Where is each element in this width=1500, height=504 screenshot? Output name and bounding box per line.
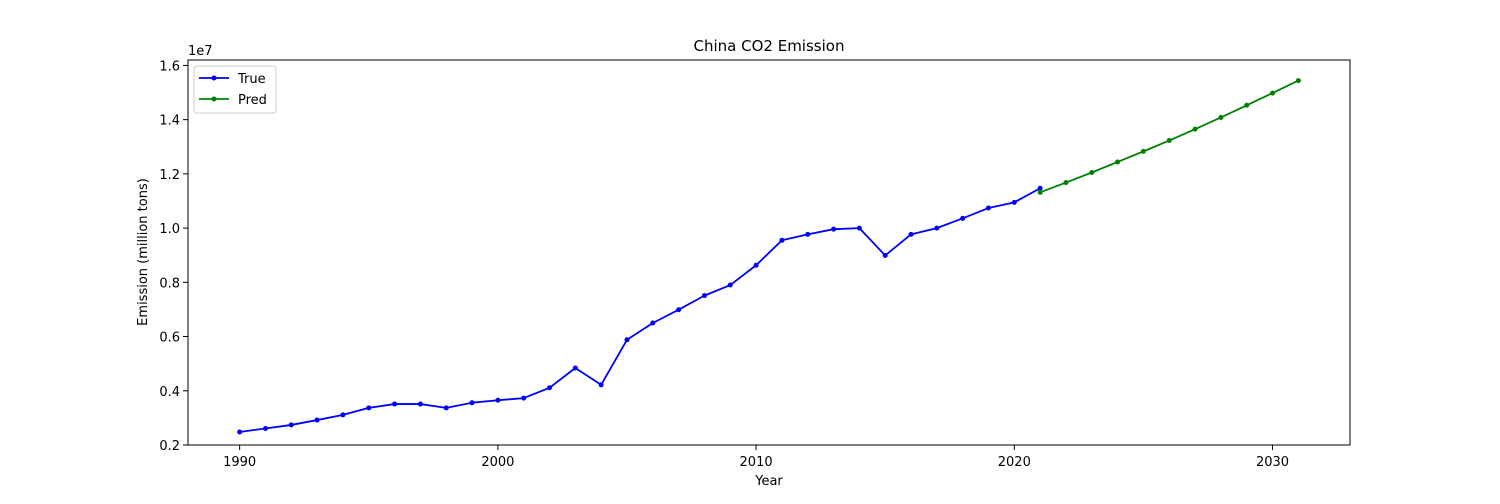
legend-pred-label: Pred	[238, 93, 267, 108]
data-point-true	[1037, 185, 1043, 191]
data-point-true	[469, 400, 475, 406]
data-point-true	[985, 205, 991, 211]
data-point-true	[882, 252, 888, 258]
data-point-pred	[1192, 126, 1198, 132]
x-tick-label: 2000	[481, 455, 514, 470]
y-axis-offset-label: 1e7	[188, 44, 213, 59]
x-tick-label: 2010	[740, 455, 773, 470]
data-point-pred	[1115, 159, 1121, 165]
data-point-true	[572, 365, 578, 371]
data-point-pred	[1295, 78, 1301, 84]
data-point-true	[521, 395, 527, 401]
y-tick-label: 0.6	[159, 331, 180, 346]
data-point-true	[340, 412, 346, 418]
y-tick-label: 1.4	[159, 114, 180, 129]
legend-true-label: True	[237, 72, 266, 87]
data-point-true	[805, 231, 811, 237]
data-point-true	[676, 307, 682, 313]
data-point-pred	[1270, 90, 1276, 96]
legend-pred-marker	[211, 96, 217, 102]
data-point-true	[288, 422, 294, 428]
data-point-true	[314, 417, 320, 423]
data-point-true	[366, 405, 372, 411]
y-axis-ticks: 0.2 0.4 0.6 0.8 1.0 1.2 1.4 1.6	[159, 59, 188, 454]
data-point-pred	[1037, 189, 1043, 195]
data-point-true	[598, 382, 604, 388]
x-axis-label: Year	[754, 474, 783, 489]
data-point-true	[417, 401, 423, 407]
data-point-true	[495, 397, 501, 403]
data-point-true	[624, 337, 630, 343]
data-point-true	[1011, 199, 1017, 205]
y-tick-label: 0.2	[159, 439, 180, 454]
y-tick-label: 1.2	[159, 168, 180, 183]
x-tick-label: 2030	[1256, 455, 1289, 470]
legend-true-marker	[211, 75, 217, 81]
data-point-pred	[1218, 114, 1224, 120]
data-point-true	[856, 225, 862, 231]
data-point-pred	[1166, 138, 1172, 144]
data-point-pred	[1244, 102, 1250, 108]
series-layer	[237, 78, 1301, 435]
data-point-true	[650, 320, 656, 326]
data-point-true	[547, 385, 553, 391]
y-tick-label: 1.6	[159, 59, 180, 74]
chart-title: China CO2 Emission	[694, 37, 845, 55]
data-point-true	[934, 225, 940, 231]
data-point-pred	[1089, 170, 1095, 176]
y-tick-label: 0.8	[159, 276, 180, 291]
data-point-true	[727, 282, 733, 288]
x-axis-ticks: 1990 2000 2010 2020 2030	[223, 445, 1289, 470]
legend: True Pred	[193, 65, 277, 114]
data-point-true	[392, 401, 398, 407]
plot-frame	[187, 59, 1351, 446]
data-point-true	[237, 429, 243, 435]
data-point-true	[960, 215, 966, 221]
x-tick-label: 1990	[223, 455, 256, 470]
data-point-true	[443, 405, 449, 411]
data-point-true	[779, 237, 785, 243]
data-point-true	[908, 231, 914, 237]
data-point-true	[753, 262, 759, 268]
y-tick-label: 1.0	[159, 222, 180, 237]
data-point-pred	[1063, 180, 1069, 186]
data-point-true	[262, 425, 268, 431]
data-point-true	[831, 226, 837, 232]
data-point-pred	[1140, 148, 1146, 154]
series-line-true	[239, 187, 1041, 433]
data-point-true	[701, 293, 707, 299]
x-tick-label: 2020	[998, 455, 1031, 470]
y-tick-label: 0.4	[159, 385, 180, 400]
y-axis-label: Emission (million tons)	[136, 178, 151, 326]
